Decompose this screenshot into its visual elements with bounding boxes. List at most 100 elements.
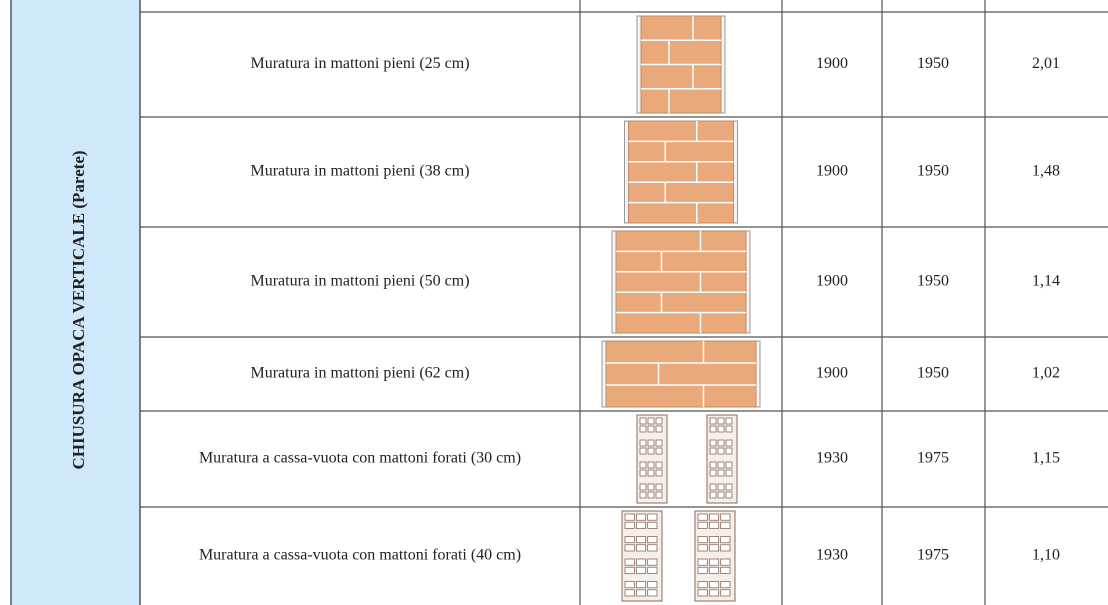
brick-hole	[697, 589, 708, 597]
brick-hole	[647, 491, 655, 499]
brick-hole	[624, 536, 635, 544]
brick-hole	[635, 536, 647, 544]
year-from: 1900	[816, 163, 848, 180]
description: Muratura in mattoni pieni (62 cm)	[250, 365, 469, 382]
wall-illustration	[636, 15, 726, 114]
brick-hole	[697, 536, 708, 544]
side-label: CHIUSURA OPACA VERTICALE (Parete)	[69, 150, 88, 469]
brick-hole	[647, 521, 658, 529]
brick-hole	[697, 581, 708, 589]
brick-hole	[709, 425, 717, 433]
brick-hole	[639, 439, 647, 447]
brick-hole	[635, 521, 647, 529]
year-from: 1930	[816, 547, 848, 564]
year-from: 1900	[816, 55, 848, 72]
brick-hole	[647, 461, 655, 469]
brick-hole	[717, 461, 725, 469]
wall-illustration	[624, 120, 738, 224]
description: Muratura a cassa-vuota con mattoni forat…	[199, 547, 521, 564]
brick-hole	[720, 581, 731, 589]
brick-hole	[655, 469, 663, 477]
brick-hole	[639, 491, 647, 499]
description: Muratura in mattoni pieni (25 cm)	[250, 55, 469, 72]
brick-hole	[647, 439, 655, 447]
table: Muratura in mattoni pieni (25 cm) 1900 195…	[140, 0, 1108, 605]
brick-hole	[647, 425, 655, 433]
wall-illustration	[611, 230, 751, 334]
brick-hole	[717, 439, 725, 447]
year-to: 1950	[917, 55, 949, 72]
brick-hole	[720, 513, 731, 521]
brick-hole	[624, 558, 635, 566]
brick-hole	[725, 491, 733, 499]
brick-hole	[647, 589, 658, 597]
wall-illustration	[601, 340, 761, 408]
brick-hole	[697, 513, 708, 521]
year-from: 1900	[816, 273, 848, 290]
brick-hole	[639, 425, 647, 433]
year-from: 1930	[816, 450, 848, 467]
brick-hole	[639, 417, 647, 425]
value: 1,14	[1032, 273, 1060, 290]
brick-hole	[708, 544, 720, 552]
brick-hole	[717, 483, 725, 491]
brick-hole	[647, 483, 655, 491]
brick-hole	[717, 491, 725, 499]
wall-illustration	[636, 414, 738, 504]
brick-hole	[725, 425, 733, 433]
brick-hole	[708, 513, 720, 521]
brick-hole	[708, 589, 720, 597]
year-to: 1975	[917, 450, 949, 467]
brick-hole	[655, 425, 663, 433]
brick-hole	[709, 461, 717, 469]
value: 1,02	[1032, 365, 1060, 382]
brick-hole	[635, 566, 647, 574]
brick-hole	[725, 447, 733, 455]
brick-hole	[624, 521, 635, 529]
brick-hole	[639, 447, 647, 455]
brick-hole	[647, 469, 655, 477]
value: 1,10	[1032, 547, 1060, 564]
brick-hole	[720, 558, 731, 566]
brick-hole	[709, 469, 717, 477]
brick-hole	[639, 483, 647, 491]
brick-hole	[717, 469, 725, 477]
brick-hole	[720, 589, 731, 597]
brick-hole	[717, 425, 725, 433]
brick-hole	[655, 417, 663, 425]
brick-hole	[635, 513, 647, 521]
brick-hole	[697, 558, 708, 566]
brick-hole	[647, 566, 658, 574]
brick-hole	[655, 447, 663, 455]
brick-hole	[709, 439, 717, 447]
brick-hole	[708, 536, 720, 544]
brick-hole	[708, 566, 720, 574]
brick-hole	[709, 491, 717, 499]
brick-hole	[624, 589, 635, 597]
brick-hole	[655, 439, 663, 447]
brick-hole	[725, 469, 733, 477]
brick-hole	[708, 558, 720, 566]
brick-hole	[720, 521, 731, 529]
brick-hole	[639, 469, 647, 477]
brick-hole	[639, 461, 647, 469]
brick-hole	[655, 461, 663, 469]
brick-hole	[635, 581, 647, 589]
brick-hole	[720, 536, 731, 544]
value: 1,15	[1032, 450, 1060, 467]
bricks	[605, 340, 757, 408]
brick-hole	[725, 439, 733, 447]
brick-hole	[647, 447, 655, 455]
description: Muratura in mattoni pieni (38 cm)	[250, 163, 469, 180]
brick-hole	[624, 581, 635, 589]
brick-hole	[697, 566, 708, 574]
brick-hole	[708, 581, 720, 589]
brick-hole	[709, 417, 717, 425]
brick-hole	[709, 483, 717, 491]
brick-hole	[720, 544, 731, 552]
brick-hole	[647, 513, 658, 521]
brick-hole	[647, 581, 658, 589]
description: Muratura a cassa-vuota con mattoni forat…	[199, 450, 521, 467]
brick-hole	[717, 417, 725, 425]
